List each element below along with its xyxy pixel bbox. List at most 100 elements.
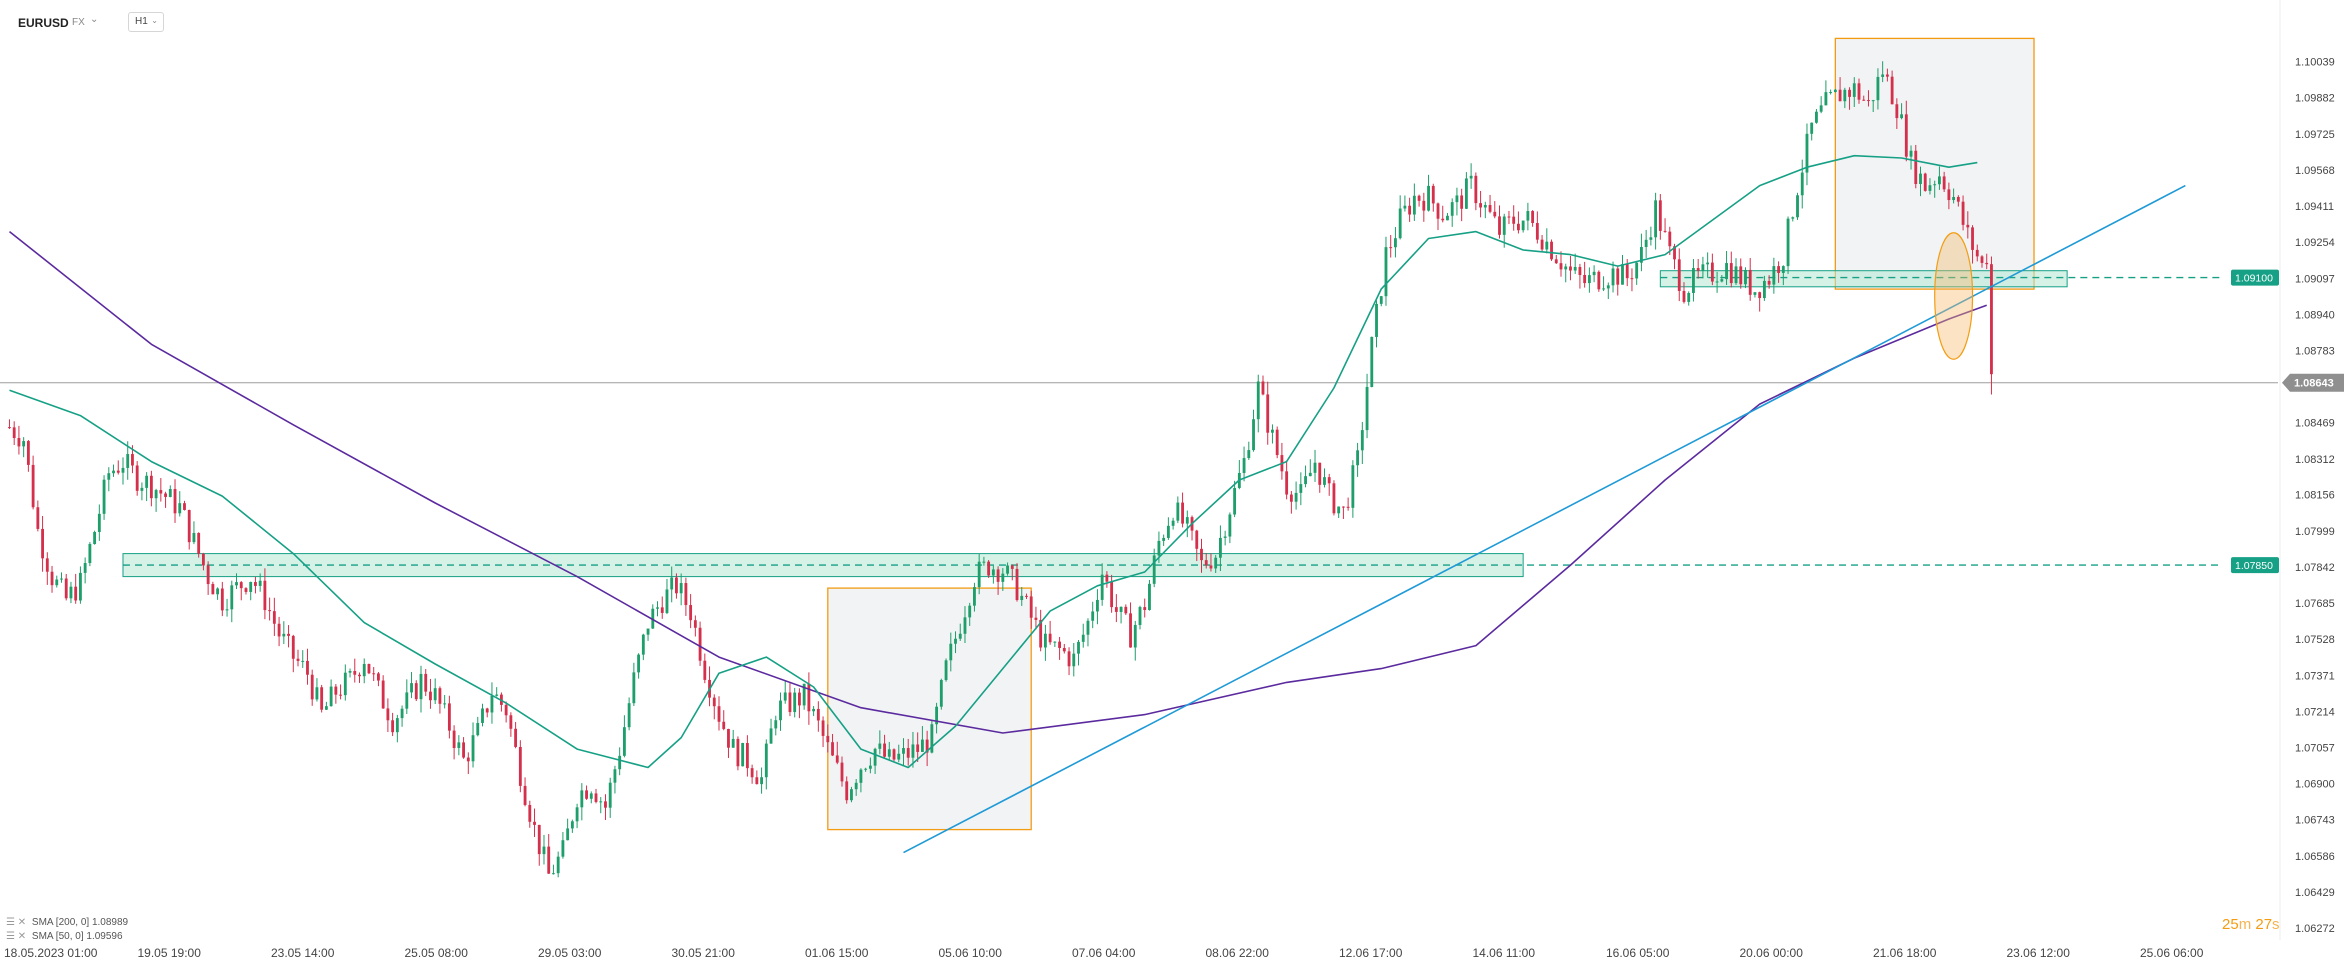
x-tick-label: 07.06 04:00 <box>1072 946 1136 960</box>
candle-up <box>69 586 73 599</box>
candle-down <box>1616 268 1620 285</box>
candle-down <box>1729 263 1733 284</box>
candle-up <box>1833 89 1837 93</box>
candle-up <box>1360 430 1364 451</box>
candle-up <box>1053 641 1057 643</box>
candle-up <box>1469 175 1473 179</box>
market-dropdown-icon[interactable]: ⌄ <box>90 14 99 25</box>
candle-down <box>1507 216 1511 218</box>
candle-countdown-timer: 25m 27s <box>2222 916 2280 933</box>
candle-up <box>774 720 778 729</box>
candle-up <box>850 789 853 801</box>
indicator-menu-icon[interactable]: ☰ ✕ <box>6 917 27 928</box>
x-tick-label: 25.05 08:00 <box>405 946 469 960</box>
candle-up <box>920 739 924 752</box>
candle-down <box>367 663 371 674</box>
candle-up <box>97 513 101 532</box>
candle-down <box>604 801 607 808</box>
candle-up <box>580 790 584 808</box>
candle-up <box>1772 266 1776 285</box>
candle-up <box>1133 624 1137 648</box>
candle-up <box>1370 336 1374 387</box>
candle-down <box>1862 99 1866 101</box>
y-tick-label: 1.07214 <box>2295 706 2335 718</box>
candle-down <box>533 821 536 825</box>
candle-down <box>1668 231 1672 247</box>
candle-up <box>405 692 409 709</box>
candle-up <box>1086 620 1090 635</box>
level-price-tag: 1.09100 <box>2231 269 2279 286</box>
candle-down <box>821 720 825 736</box>
candle-down <box>1200 548 1203 561</box>
candle-down <box>1748 269 1752 295</box>
candle-up <box>1398 208 1402 239</box>
candle-down <box>201 553 205 566</box>
candle-down <box>750 768 754 778</box>
symbol-label[interactable]: EURUSD <box>18 16 69 30</box>
candle-up <box>802 683 806 706</box>
candle-down <box>594 793 598 802</box>
candle-down <box>64 578 68 599</box>
candle-up <box>1592 271 1596 276</box>
candle-down <box>310 674 314 700</box>
candle-up <box>561 840 565 857</box>
candle-up <box>1521 220 1525 231</box>
candle-up <box>731 738 735 748</box>
candle-up <box>192 532 196 543</box>
candle-up <box>1379 296 1383 304</box>
candle-up <box>1800 172 1804 196</box>
candle-up <box>258 580 262 586</box>
candle-up <box>1006 565 1009 574</box>
candle-up <box>1271 429 1274 433</box>
candle-down <box>268 610 272 612</box>
candle-up <box>112 470 115 474</box>
candle-up <box>854 782 858 790</box>
candle-down <box>466 757 470 762</box>
indicator-sma50-legend[interactable]: ☰ ✕ SMA [50, 0] 1.09596 <box>6 931 123 942</box>
candle-up <box>55 579 59 586</box>
indicator-sma200-legend[interactable]: ☰ ✕ SMA [200, 0] 1.08989 <box>6 917 128 928</box>
y-tick-label: 1.06429 <box>2295 887 2335 899</box>
candle-up <box>1852 83 1856 97</box>
candle-down <box>528 804 532 822</box>
x-tick-label: 08.06 22:00 <box>1206 946 1270 960</box>
candle-up <box>656 607 659 609</box>
market-label: FX <box>72 17 85 28</box>
candle-down <box>1105 574 1109 582</box>
candle-down <box>840 762 844 782</box>
candle-down <box>414 683 418 700</box>
candle-up <box>1611 268 1615 286</box>
indicator-menu-icon[interactable]: ☰ ✕ <box>6 931 27 942</box>
candle-up <box>637 654 641 673</box>
y-tick-label: 1.06272 <box>2295 923 2335 935</box>
candle-up <box>1881 74 1885 77</box>
candle-up <box>362 663 366 677</box>
trendline <box>903 184 2186 854</box>
candle-up <box>769 728 773 744</box>
sma50-line <box>9 154 1978 769</box>
candle-down <box>74 586 78 601</box>
candle-down <box>31 464 35 508</box>
candle-up <box>249 582 253 592</box>
candle-down <box>523 785 527 805</box>
candle-down <box>1966 224 1970 228</box>
y-tick-label: 1.06743 <box>2295 815 2335 827</box>
candle-down <box>1890 76 1894 105</box>
timeframe-select[interactable]: H1 ⌄ <box>128 12 164 32</box>
candle-up <box>1162 537 1166 541</box>
candle-up <box>949 643 953 661</box>
candle-up <box>476 722 480 736</box>
candle-down <box>1422 200 1426 211</box>
candle-up <box>760 777 763 785</box>
candle-up <box>235 582 238 586</box>
candle-up <box>1337 506 1341 514</box>
candle-down <box>135 465 139 491</box>
candle-down <box>1559 263 1563 270</box>
candle-down <box>1838 89 1842 102</box>
candle-up <box>1148 583 1151 611</box>
candle-up <box>1928 185 1932 191</box>
timer-minutes: 25 <box>2222 916 2239 933</box>
candle-up <box>783 692 787 701</box>
candle-up <box>1952 197 1956 201</box>
